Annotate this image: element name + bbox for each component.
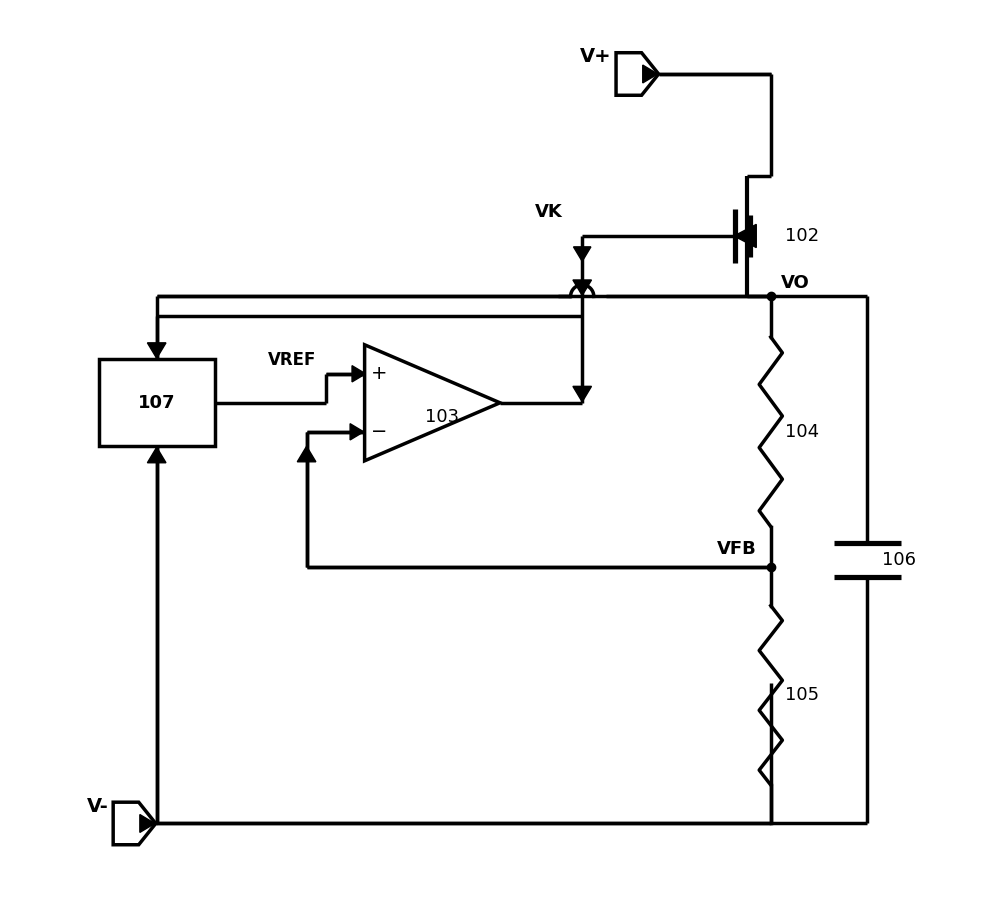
Bar [99, 359, 215, 446]
Text: VK: VK [534, 203, 562, 221]
Text: 102: 102 [785, 227, 819, 245]
Text: +: + [371, 364, 387, 384]
Text: 104: 104 [785, 423, 819, 441]
Polygon shape [297, 446, 316, 462]
Text: 103: 103 [425, 408, 459, 426]
Text: VO: VO [780, 273, 809, 292]
Polygon shape [643, 65, 658, 83]
Polygon shape [573, 386, 591, 402]
Text: 105: 105 [785, 686, 819, 704]
Text: VREF: VREF [268, 351, 316, 369]
Polygon shape [147, 343, 166, 358]
Polygon shape [147, 447, 166, 463]
Text: 107: 107 [138, 394, 175, 412]
Polygon shape [573, 280, 591, 295]
Text: VFB: VFB [717, 539, 756, 558]
Polygon shape [352, 365, 366, 382]
Text: V-: V- [87, 797, 108, 815]
Text: 106: 106 [882, 551, 916, 569]
Text: −: − [371, 423, 387, 441]
Text: V+: V+ [580, 47, 611, 67]
Polygon shape [573, 247, 591, 261]
Polygon shape [350, 424, 364, 440]
Polygon shape [734, 224, 756, 248]
Polygon shape [140, 814, 155, 833]
